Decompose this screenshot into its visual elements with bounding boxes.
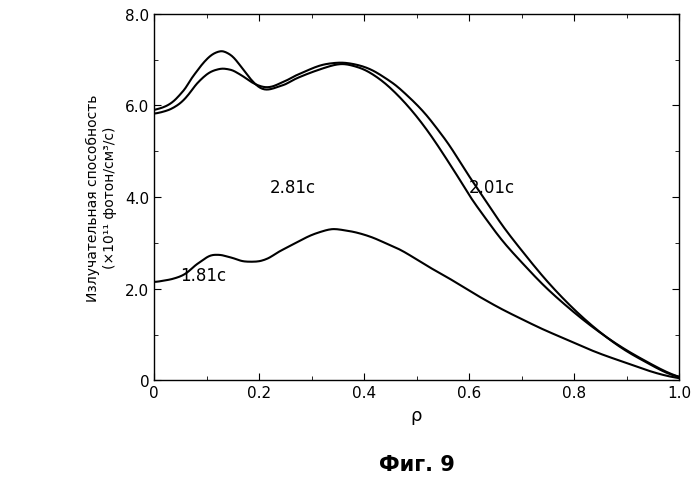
Text: 1.81c: 1.81c xyxy=(181,267,226,285)
Y-axis label: Излучательная способность
(×10¹¹ фотон/см³/с): Излучательная способность (×10¹¹ фотон/с… xyxy=(86,94,117,301)
Text: 2.01c: 2.01c xyxy=(469,179,515,197)
Text: Фиг. 9: Фиг. 9 xyxy=(379,454,454,473)
Text: 2.81c: 2.81c xyxy=(270,179,316,197)
X-axis label: ρ: ρ xyxy=(411,406,422,424)
